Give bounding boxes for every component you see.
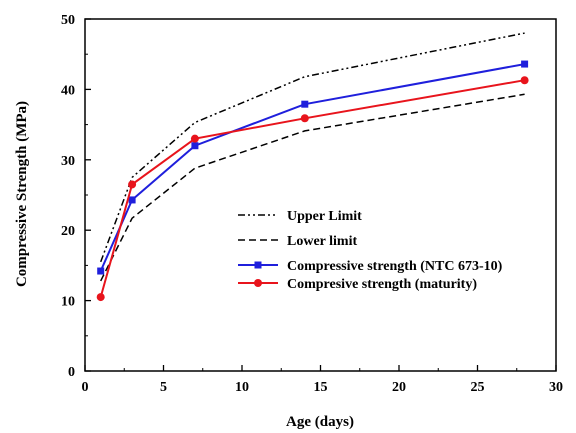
y-tick-label: 50 [61, 13, 75, 28]
legend-label-1: Upper Limit [287, 209, 362, 224]
legend-label-4: Compresive strength (maturity) [287, 277, 477, 292]
data-point-circle [520, 76, 529, 85]
series-line-2 [100, 93, 525, 282]
data-point-circle [128, 180, 137, 189]
legend: Upper Limit Lower limit Compressive streng… [238, 209, 503, 292]
legend-label-2: Lower limit [287, 234, 357, 249]
x-tick-label: 25 [471, 380, 485, 395]
y-tick-label: 30 [61, 154, 75, 169]
legend-marker-circle [254, 279, 262, 287]
x-tick-label: 20 [392, 380, 406, 395]
data-point-square [301, 100, 309, 108]
x-tick-label: 5 [160, 380, 167, 395]
x-tick-label: 10 [235, 380, 249, 395]
series-line-1 [99, 32, 525, 263]
y-axis: 0 10 20 30 40 50 [61, 13, 91, 380]
y-tick-label: 0 [68, 365, 75, 380]
y-tick-label: 20 [61, 224, 75, 239]
data-point-square [128, 196, 136, 204]
data-point-circle [300, 114, 309, 123]
y-axis-title: Compressive Strength (MPa) [14, 101, 30, 287]
x-tick-label: 0 [82, 380, 89, 395]
x-axis-title: Age (days) [286, 414, 354, 430]
y-tick-label: 10 [61, 295, 75, 310]
data-point-square [97, 267, 105, 275]
legend-label-3: Compressive strength (NTC 673-10) [287, 259, 503, 274]
x-axis: 0 5 10 15 20 25 30 [82, 365, 563, 395]
data-point-circle [190, 134, 199, 143]
series-layer [96, 32, 529, 302]
x-tick-label: 15 [314, 380, 328, 395]
y-tick-label: 40 [61, 83, 75, 98]
x-tick-label: 30 [549, 380, 563, 395]
data-point-circle [96, 293, 105, 302]
data-point-square [521, 60, 529, 68]
data-point-square [191, 142, 199, 150]
legend-marker-square [254, 261, 262, 269]
